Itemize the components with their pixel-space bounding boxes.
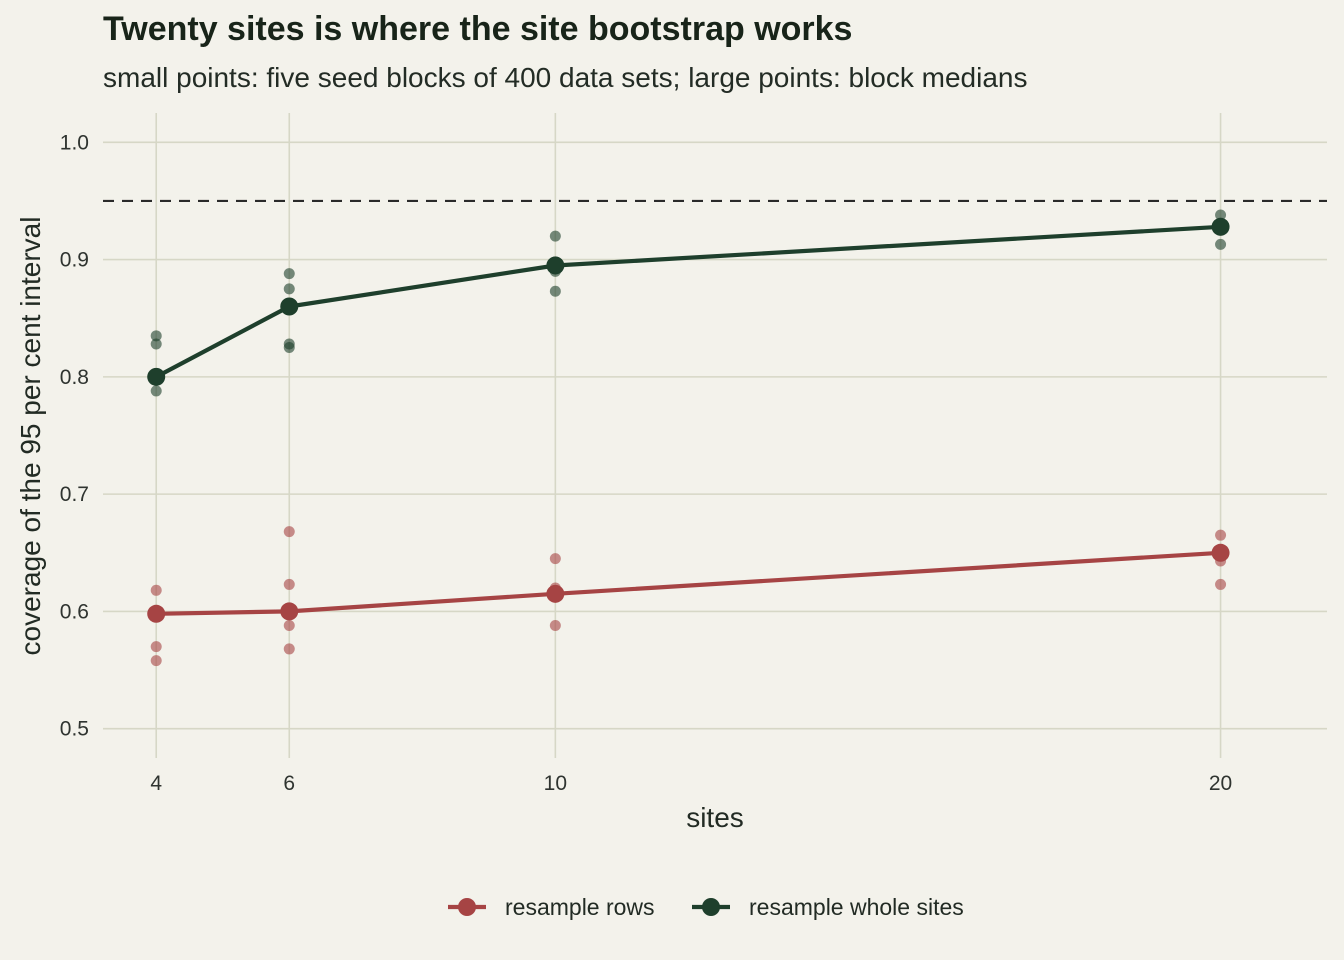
x-tick-label: 4 [150, 772, 162, 795]
series-resample-whole-sites [147, 209, 1230, 397]
block-point [150, 641, 162, 653]
x-axis-title: sites [686, 802, 744, 833]
median-line [155, 224, 1221, 379]
median-point [280, 602, 299, 621]
block-point [1215, 529, 1227, 541]
median-point [147, 367, 166, 386]
block-point [549, 230, 561, 242]
series-resample-rows [147, 526, 1230, 667]
legend-marker [458, 898, 476, 916]
y-tick-label: 0.7 [60, 483, 89, 506]
block-point [283, 619, 295, 631]
median-point [546, 256, 565, 275]
block-point [549, 285, 561, 297]
block-point [1215, 209, 1227, 221]
series-group [147, 209, 1230, 667]
y-tick-label: 0.9 [60, 249, 89, 272]
y-axis-title: coverage of the 95 per cent interval [15, 217, 46, 656]
x-tick-label: 6 [283, 772, 295, 795]
y-tick-label: 0.5 [60, 718, 89, 741]
chart-subtitle: small points: five seed blocks of 400 da… [103, 62, 1028, 93]
block-point [150, 385, 162, 397]
legend-item: resample rows [448, 894, 655, 920]
y-tick-label: 0.6 [60, 600, 89, 623]
block-point [283, 643, 295, 655]
block-point [150, 338, 162, 350]
block-point [283, 526, 295, 538]
median-point [280, 297, 299, 316]
legend-item: resample whole sites [692, 894, 964, 920]
median-point [546, 584, 565, 603]
legend-label: resample whole sites [749, 894, 964, 920]
median-point [147, 604, 166, 623]
tick-labels: 0.5 0.6 0.7 0.8 0.9 1.0 4 6 10 20 [60, 131, 1232, 795]
chart-title: Twenty sites is where the site bootstrap… [103, 10, 853, 48]
block-point [150, 584, 162, 596]
x-tick-label: 20 [1209, 772, 1232, 795]
legend: resample rows resample whole sites [448, 894, 964, 920]
block-point [1215, 578, 1227, 590]
block-point [283, 283, 295, 295]
x-tick-label: 10 [544, 772, 567, 795]
block-point [283, 268, 295, 280]
block-point [1215, 238, 1227, 250]
block-point [283, 578, 295, 590]
median-point [1211, 543, 1230, 562]
median-point [1211, 217, 1230, 236]
y-tick-label: 0.8 [60, 366, 89, 389]
median-line [156, 550, 1221, 616]
block-point [283, 338, 295, 350]
y-tick-label: 1.0 [60, 131, 89, 154]
block-point [549, 619, 561, 631]
block-point [150, 330, 162, 342]
grid-lines [103, 113, 1327, 758]
legend-label: resample rows [505, 894, 655, 920]
legend-marker [702, 898, 720, 916]
block-point [150, 655, 162, 667]
block-point [549, 553, 561, 565]
